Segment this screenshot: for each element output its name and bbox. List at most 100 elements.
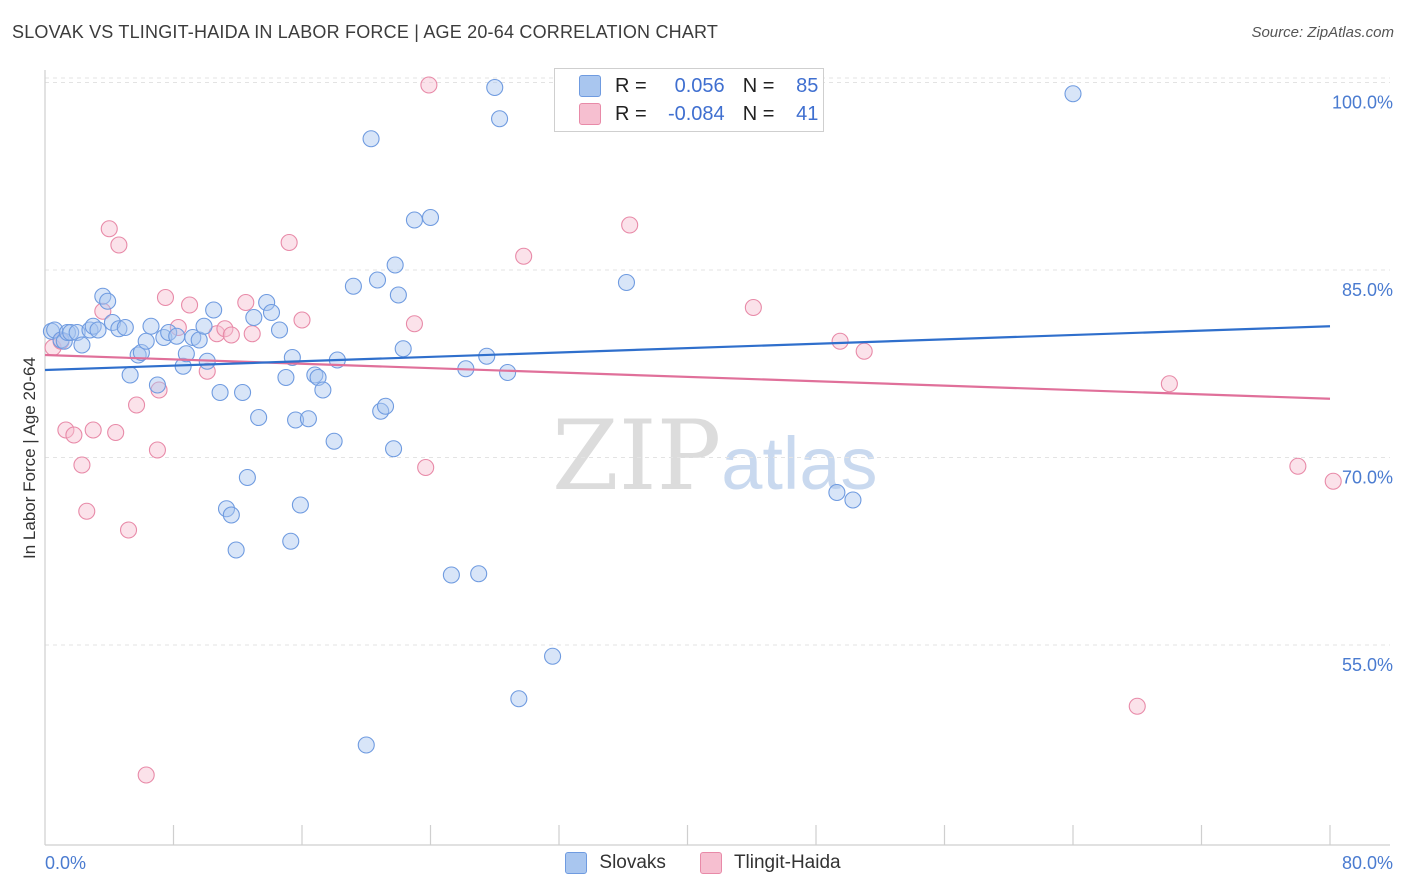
- tlingit-haida-point: [148, 441, 166, 459]
- slovaks-point: [222, 506, 240, 524]
- legend-label-tlingit-haida: Tlingit-Haida: [733, 852, 841, 873]
- slovaks-point: [394, 340, 412, 358]
- tlingit-haida-point: [744, 298, 762, 317]
- legend-r-label: R =: [615, 74, 647, 97]
- slovaks-point: [376, 397, 395, 415]
- tlingit-haida-point: [1128, 697, 1146, 715]
- y-tick-label: 70.0%: [1342, 468, 1393, 488]
- slovaks-point: [470, 565, 488, 583]
- slovaks-point: [270, 321, 289, 339]
- tlingit-haida-point: [128, 396, 146, 414]
- slovaks-point: [491, 110, 509, 128]
- tlingit-haida-point: [405, 315, 423, 333]
- axes: [44, 70, 1390, 846]
- tick-labels: 55.0% 70.0% 85.0% 100.0% 0.0% 80.0%: [45, 93, 1393, 874]
- slovaks-point: [389, 286, 407, 304]
- slovaks-point: [148, 376, 166, 394]
- slovaks-point: [62, 323, 80, 342]
- slovaks-point: [205, 301, 223, 319]
- tlingit-haida-point: [156, 288, 175, 307]
- tlingit-haida-point: [65, 426, 83, 444]
- slovaks-point: [73, 336, 91, 354]
- x-tick-label: 80.0%: [1342, 853, 1393, 873]
- tlingit-haida-point: [280, 233, 298, 252]
- tlingit-haida-point: [1289, 457, 1307, 475]
- series-legend: Slovaks Tlingit-Haida: [0, 852, 1406, 874]
- slovaks-point: [99, 292, 117, 310]
- tlingit-haida-point: [57, 421, 75, 439]
- slovaks-point: [499, 363, 517, 382]
- tlingit-haida-swatch: [579, 103, 601, 125]
- tlingit-haida-point: [208, 325, 226, 343]
- legend-n-value: 85: [796, 74, 819, 97]
- slovaks-point: [137, 332, 155, 350]
- slovaks-point: [1064, 85, 1082, 103]
- tlingit-haida-point: [110, 236, 128, 254]
- slovaks-point: [250, 408, 268, 427]
- slovaks-point: [344, 277, 362, 295]
- slovaks-point: [291, 496, 309, 514]
- slovaks-point: [103, 313, 122, 332]
- tlingit-haida-point: [243, 325, 261, 343]
- legend-item-slovaks[interactable]: Slovaks: [565, 852, 666, 874]
- stats-legend: R = 0.056 N = 85 R = -0.084 N = 41: [554, 68, 824, 132]
- source-credit: Source: ZipAtlas.com: [1251, 24, 1394, 41]
- slovaks-point: [258, 293, 276, 312]
- slovaks-point: [227, 541, 245, 559]
- legend-row-slovaks: R = 0.056 N = 85: [579, 74, 818, 98]
- slovaks-point: [325, 432, 343, 450]
- slovaks-points: [42, 77, 1082, 754]
- slovaks-point: [486, 78, 504, 97]
- slovaks-point: [110, 320, 128, 338]
- slovaks-point: [828, 483, 846, 502]
- tlingit-haida-swatch: [699, 852, 722, 874]
- slovaks-point: [306, 366, 324, 384]
- tlingit-haida-point: [94, 302, 112, 320]
- slovaks-point: [357, 736, 375, 754]
- slovaks-point: [155, 328, 173, 347]
- slovaks-point: [245, 308, 263, 327]
- slovaks-trend-line: [44, 325, 1331, 372]
- tlingit-haida-points: [44, 76, 1342, 784]
- legend-r-label: R =: [615, 102, 647, 125]
- slovaks-swatch: [579, 75, 601, 97]
- legend-r-value: -0.084: [667, 102, 725, 125]
- slovaks-point: [277, 368, 295, 387]
- slovaks-point: [211, 383, 229, 402]
- slovaks-point: [368, 271, 387, 289]
- tlingit-haida-point: [293, 311, 311, 329]
- legend-r-value: 0.056: [674, 74, 725, 97]
- slovaks-point: [121, 366, 139, 384]
- watermark: ZIPatlas: [552, 400, 878, 512]
- tlingit-haida-point: [1324, 472, 1342, 490]
- tlingit-haida-point: [78, 502, 96, 520]
- tlingit-haida-point: [216, 320, 234, 338]
- slovaks-point: [421, 208, 440, 227]
- tlingit-haida-point: [107, 423, 125, 442]
- tlingit-haida-point: [515, 247, 533, 265]
- tlingit-haida-point: [417, 458, 435, 477]
- tlingit-haida-point: [621, 216, 639, 234]
- slovaks-swatch: [565, 852, 588, 874]
- slovaks-point: [314, 381, 332, 399]
- tlingit-haida-point: [855, 342, 873, 360]
- legend-row-tlingit: R = -0.084 N = 41: [579, 102, 818, 126]
- x-tick-label: 0.0%: [45, 853, 86, 873]
- y-tick-label: 85.0%: [1342, 280, 1393, 300]
- slovaks-point: [617, 273, 636, 292]
- slovaks-point: [372, 402, 390, 420]
- tlingit-haida-point: [169, 318, 187, 337]
- slovaks-point: [262, 303, 281, 322]
- tlingit-haida-point: [181, 296, 199, 314]
- legend-n-label: N =: [742, 74, 775, 97]
- slovaks-point: [55, 332, 73, 350]
- tlingit-haida-point: [420, 76, 438, 94]
- tlingit-haida-point: [100, 220, 118, 238]
- slovaks-point: [132, 343, 150, 362]
- legend-n-label: N =: [742, 102, 775, 125]
- watermark-zip: ZIP: [552, 400, 722, 512]
- y-tick-label: 55.0%: [1342, 655, 1393, 675]
- slovaks-point: [160, 323, 178, 342]
- legend-item-tlingit-haida[interactable]: Tlingit-Haida: [699, 852, 841, 874]
